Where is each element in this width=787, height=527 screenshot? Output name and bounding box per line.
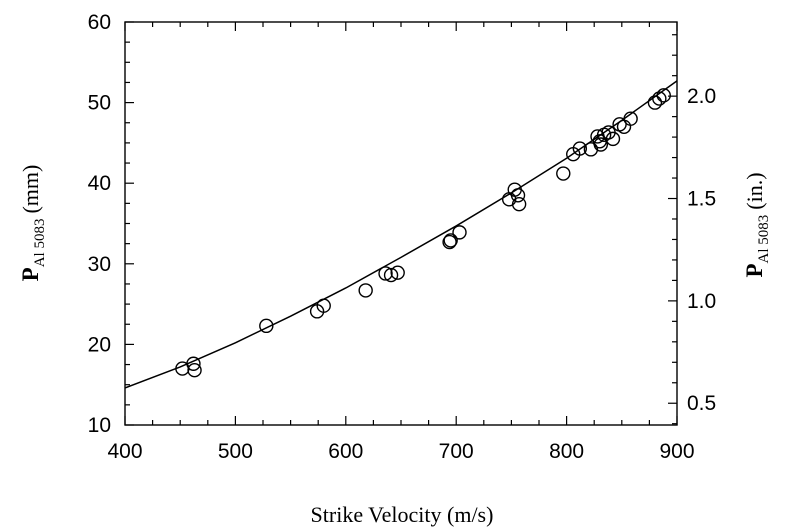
data-point xyxy=(511,196,527,212)
svg-text:PAl 5083(mm): PAl 5083 (mm) xyxy=(18,165,48,282)
y-axis-title-unit: (mm) xyxy=(18,165,43,214)
data-point xyxy=(442,234,457,250)
y2-axis-title-subscript: Al 5083 xyxy=(756,215,772,264)
y2-tick-label: 1.5 xyxy=(687,188,716,211)
y-tick-label: 20 xyxy=(88,333,111,356)
y2-axis-title-main: P xyxy=(742,263,767,277)
y-axis-title-main: P xyxy=(18,267,43,281)
data-point xyxy=(187,362,202,378)
x-tick-label: 800 xyxy=(549,440,584,463)
y-axis-title: PAl 5083 (mm) xyxy=(18,165,48,282)
data-point xyxy=(556,166,571,181)
data-point xyxy=(390,265,405,280)
svg-text:PAl 5083(in.): PAl 5083 (in.) xyxy=(742,172,772,277)
x-tick-label: 600 xyxy=(328,440,363,463)
y2-tick-label: 2.0 xyxy=(687,85,716,108)
data-point xyxy=(572,141,588,156)
data-point xyxy=(259,318,274,334)
y-tick-label: 10 xyxy=(88,414,111,437)
y-tick-label: 30 xyxy=(88,253,111,276)
x-tick-label: 700 xyxy=(439,440,474,463)
x-tick-label: 900 xyxy=(659,440,694,463)
x-axis-title: Strike Velocity (m/s) xyxy=(311,502,494,527)
fit-curve xyxy=(124,80,678,389)
y2-axis-title-unit: (in.) xyxy=(742,172,767,209)
data-marks xyxy=(124,80,678,389)
y2-axis-title: PAl 5083 (in.) xyxy=(742,172,772,277)
data-point xyxy=(605,131,621,147)
data-point xyxy=(452,225,467,240)
y-tick-label: 40 xyxy=(88,172,111,195)
y2-tick-label: 0.5 xyxy=(687,392,716,415)
data-point xyxy=(383,267,399,283)
plot-area xyxy=(124,21,678,426)
y-tick-label: 60 xyxy=(88,11,111,34)
x-tick-label: 400 xyxy=(107,440,142,463)
data-point xyxy=(358,283,373,298)
data-point xyxy=(443,233,458,248)
y-axis-title-subscript: Al 5083 xyxy=(32,219,48,268)
x-tick-label: 500 xyxy=(218,440,253,463)
plot-frame xyxy=(124,21,678,426)
y2-tick-label: 1.0 xyxy=(687,290,716,313)
data-point xyxy=(378,266,393,281)
y-tick-label: 50 xyxy=(88,92,111,115)
axis-ticks: 400 500 600 700 800 900 10 20 30 40 50 60 0.5 1.0 1.5 2… xyxy=(88,11,717,463)
data-point xyxy=(593,137,609,152)
